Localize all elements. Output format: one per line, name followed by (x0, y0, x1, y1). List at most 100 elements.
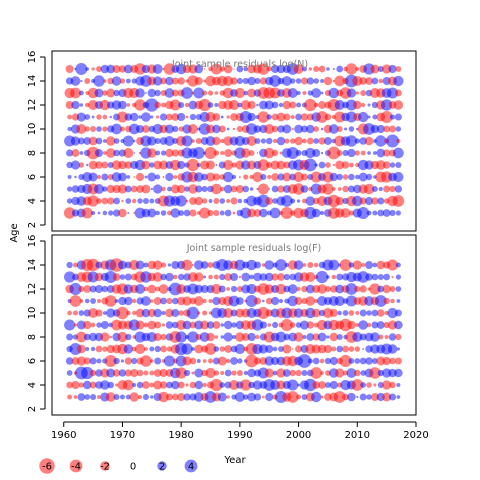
residual-point (371, 186, 378, 192)
residual-point (346, 368, 357, 378)
residual-point (361, 262, 366, 268)
residual-point (247, 368, 256, 378)
residual-point (296, 394, 302, 400)
residual-point (197, 311, 201, 315)
residual-point (271, 125, 279, 133)
residual-point (211, 183, 222, 195)
residual-point (152, 64, 163, 74)
residual-point (106, 64, 116, 74)
residual-point (188, 100, 198, 110)
residual-point (352, 260, 362, 270)
residual-point (84, 126, 90, 132)
residual-point (319, 210, 325, 216)
residual-point (106, 308, 116, 318)
residual-point (354, 346, 361, 352)
residual-point (329, 380, 338, 390)
x-tick-label: 2020 (403, 430, 428, 441)
y-tick-label: 4 (27, 198, 38, 204)
residual-point (386, 259, 399, 271)
panel-log-f-points (64, 258, 403, 404)
residual-point (175, 367, 187, 379)
residual-point (277, 185, 285, 193)
residual-point (213, 274, 219, 280)
residual-point (264, 260, 275, 270)
residual-point (365, 357, 373, 365)
residual-point (165, 76, 174, 86)
residual-point (118, 260, 127, 270)
residual-point (125, 78, 131, 84)
residual-point (249, 274, 254, 280)
residual-point (377, 197, 385, 205)
residual-point (381, 99, 393, 111)
residual-point (347, 148, 356, 158)
residual-point (317, 284, 327, 294)
residual-point (276, 112, 286, 122)
residual-point (359, 357, 367, 365)
residual-point (89, 285, 97, 293)
residual-point (336, 173, 343, 181)
residual-point (160, 273, 167, 281)
residual-point (153, 260, 163, 270)
residual-point (229, 380, 239, 390)
residual-point (91, 67, 95, 71)
residual-point (149, 198, 155, 204)
residual-point (223, 308, 234, 318)
residual-point (113, 357, 120, 365)
residual-point (372, 151, 377, 155)
residual-point (207, 102, 214, 108)
legend-label: -6 (42, 462, 52, 473)
residual-point (253, 393, 262, 401)
residual-point (93, 183, 104, 195)
residual-point (178, 101, 185, 109)
residual-point (70, 76, 81, 86)
residual-point (248, 150, 255, 156)
residual-point (360, 370, 366, 376)
y-tick-label: 2 (27, 406, 38, 412)
residual-point (335, 284, 345, 294)
residual-point (280, 207, 293, 219)
residual-point (257, 111, 270, 123)
residual-point (226, 287, 231, 291)
residual-point (316, 111, 328, 123)
residual-point (318, 381, 326, 389)
residual-point (347, 392, 356, 402)
residual-point (202, 359, 207, 363)
residual-point (104, 354, 117, 368)
residual-point (256, 194, 270, 208)
residual-point (182, 296, 192, 306)
residual-point (237, 358, 243, 364)
residual-point (284, 138, 290, 144)
residual-point (354, 138, 360, 144)
residual-point (220, 371, 225, 375)
residual-point (153, 76, 163, 86)
residual-point (170, 159, 181, 171)
residual-point (124, 161, 133, 169)
residual-point (365, 273, 373, 281)
residual-point (246, 136, 257, 146)
residual-point (72, 262, 78, 268)
residual-point (144, 347, 148, 351)
residual-point (129, 112, 139, 122)
residual-point (201, 185, 208, 193)
residual-point (223, 76, 234, 86)
x-tick-label: 2010 (345, 430, 370, 441)
residual-point (389, 286, 396, 292)
residual-point (348, 358, 355, 364)
residual-point (72, 310, 79, 316)
residual-point (222, 171, 234, 183)
y-tick-label: 8 (27, 150, 38, 156)
residual-point (83, 333, 91, 341)
residual-point (141, 160, 151, 170)
residual-point (71, 185, 80, 193)
residual-point (287, 284, 298, 294)
residual-point (88, 308, 99, 318)
residual-point (207, 358, 214, 364)
residual-point (359, 197, 367, 205)
residual-point (313, 65, 320, 73)
residual-point (170, 184, 180, 194)
residual-point (231, 370, 237, 376)
residual-point (286, 391, 299, 403)
residual-point (159, 113, 168, 121)
residual-point (177, 381, 185, 389)
residual-point (188, 184, 198, 194)
